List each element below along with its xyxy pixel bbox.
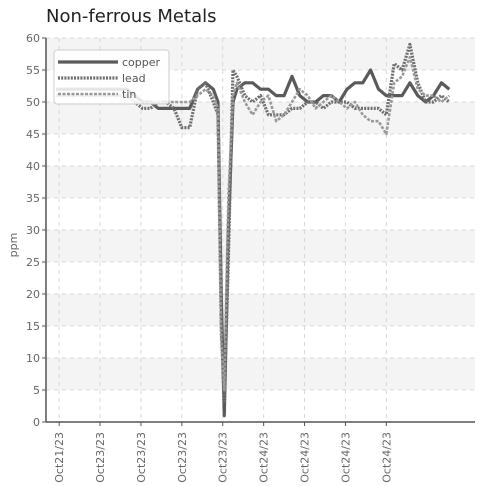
y-axis-label: ppm (7, 233, 20, 258)
legend: copper lead tin (53, 49, 170, 105)
y-tick-label: 55 (26, 64, 40, 77)
grid-band (46, 294, 475, 326)
grid-band (46, 230, 475, 262)
x-tick-label: Oct24/23 (339, 432, 352, 483)
grid-band (46, 102, 475, 134)
y-tick-label: 50 (26, 96, 40, 109)
x-tick-labels: Oct21/23 Oct23/23 Oct23/23 Oct23/23 Oct23/23… (53, 432, 393, 483)
x-tick-label: Oct24/23 (258, 432, 271, 483)
y-tick-label: 15 (26, 320, 40, 333)
series-line-lead (56, 42, 451, 405)
chart-title: Non-ferrous Metals (46, 6, 217, 27)
x-tick-label: Oct23/23 (94, 432, 107, 483)
y-tick-label: 30 (26, 224, 40, 237)
axes (42, 37, 475, 426)
y-tick-label: 5 (33, 384, 40, 397)
y-tick-label: 40 (26, 160, 40, 173)
x-tick-label: Oct24/23 (380, 432, 393, 483)
grid-band (46, 358, 475, 390)
x-tick-label: Oct23/23 (135, 432, 148, 483)
legend-label-lead: lead (122, 72, 146, 85)
y-tick-label: 25 (26, 256, 40, 269)
x-tick-label: Oct21/23 (53, 432, 66, 483)
legend-label-copper: copper (122, 56, 161, 69)
legend-label-tin: tin (122, 88, 136, 101)
y-tick-label: 35 (26, 192, 40, 205)
y-tick-label: 0 (33, 416, 40, 429)
grid-band (46, 166, 475, 198)
y-tick-label: 10 (26, 352, 40, 365)
y-tick-label: 60 (26, 32, 40, 45)
x-tick-label: Oct23/23 (176, 432, 189, 483)
x-tick-label: Oct23/23 (217, 432, 230, 483)
y-tick-label: 20 (26, 288, 40, 301)
x-tick-label: Oct24/23 (299, 432, 312, 483)
y-tick-label: 45 (26, 128, 40, 141)
y-tick-labels: 0 5 10 15 20 25 30 35 40 45 50 55 60 (26, 32, 40, 429)
